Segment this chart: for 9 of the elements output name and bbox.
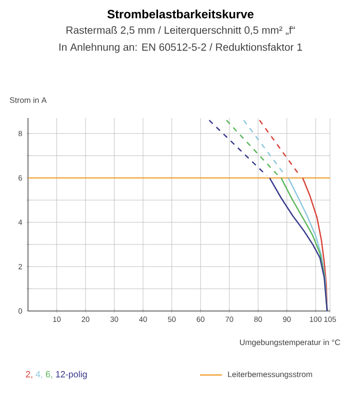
chart-title: Strombelastbarkeitskurve xyxy=(107,10,254,18)
text: 12-polig xyxy=(56,370,87,380)
text: 6, xyxy=(46,371,52,378)
line-series xyxy=(280,177,328,312)
text: 2, xyxy=(26,371,32,378)
line-series xyxy=(268,177,328,312)
text: 4, xyxy=(36,371,42,378)
text: In Anlehnung an: EN 60512-5-2 / Reduktionsfaktor 1 xyxy=(59,43,302,53)
chart-subtitle: Rastermaß 2,5 mm / Leiterquerschnitt 0,5 mm² „f“ xyxy=(66,26,295,36)
